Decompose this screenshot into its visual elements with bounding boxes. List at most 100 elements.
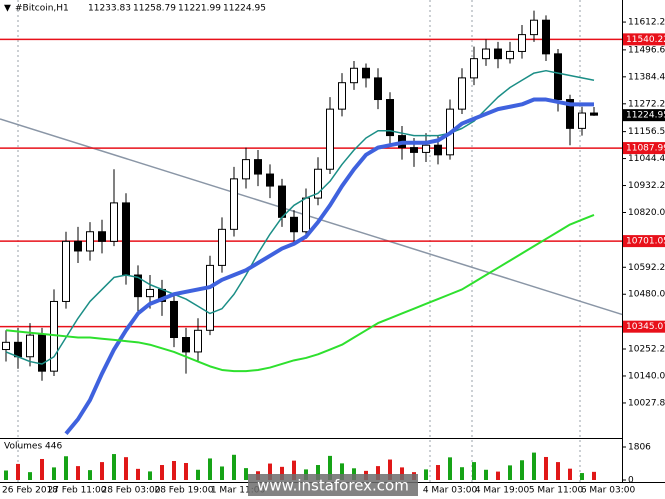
candle-body	[206, 264, 214, 331]
volume-bar	[220, 466, 224, 480]
x-tick-label: 28 Feb 19:00	[154, 486, 213, 496]
volume-bar	[388, 459, 392, 480]
volume-bar	[460, 467, 464, 480]
volume-bar	[532, 452, 536, 480]
candle-body	[518, 34, 526, 52]
candle-body	[170, 300, 178, 339]
y-tick-label: 11496.60	[628, 45, 665, 55]
candle-body	[278, 185, 286, 218]
volume-tick-label: 1806	[628, 443, 651, 453]
volume-bar	[76, 466, 80, 480]
x-tick-label: 26 Feb 2018	[2, 486, 58, 496]
x-tick-label: 27 Feb 11:00	[47, 486, 106, 496]
y-tick-label: 10820.00	[628, 208, 665, 218]
candle-body	[590, 112, 598, 116]
candle-body	[74, 240, 82, 252]
moving-average	[64, 97, 594, 435]
candle-body	[470, 58, 478, 79]
x-tick-label: 4 Mar 03:00	[423, 486, 478, 496]
candle-body	[266, 173, 274, 187]
candle-body	[350, 67, 358, 84]
candle-body	[110, 202, 118, 242]
candle-body	[2, 341, 10, 351]
volume-bar	[16, 463, 20, 480]
volume-bar	[268, 463, 272, 480]
candle-body	[434, 144, 442, 156]
watermark: www.instaforex.com	[257, 477, 409, 495]
x-tick-label: 1 Mar 11:00	[211, 486, 266, 496]
volume-bar	[496, 471, 500, 480]
x-tick-label: 4 Mar 19:00	[475, 486, 530, 496]
candle-body	[314, 168, 322, 199]
ohlc-high: 11258.79	[133, 4, 176, 14]
moving-average	[5, 69, 595, 365]
volume-bar	[184, 463, 188, 480]
candle-body	[458, 77, 466, 110]
volume-bar	[172, 460, 176, 480]
volume-bar	[424, 469, 428, 480]
candle-body	[254, 159, 262, 175]
trend-line	[0, 118, 623, 316]
volume-bar	[316, 465, 320, 480]
candle-body	[194, 329, 202, 353]
volume-bar	[136, 468, 140, 480]
volume-bar	[436, 465, 440, 480]
volume-title: Volumes 446	[4, 442, 62, 452]
candle-body	[62, 240, 70, 302]
volume-bar	[376, 466, 380, 480]
x-tick-label: 28 Feb 03:00	[101, 486, 160, 496]
volume-bar	[592, 471, 596, 480]
candle-body	[38, 334, 46, 372]
volume-bar	[580, 473, 584, 480]
candle-body	[134, 274, 142, 298]
x-tick-label: 5 Mar 11:00	[529, 486, 584, 496]
candle-body	[122, 202, 130, 276]
y-tick-label: 11384.40	[628, 72, 665, 82]
volume-bar	[472, 462, 476, 480]
candle-body	[362, 67, 370, 79]
candle-body	[290, 216, 298, 233]
volume-bar	[280, 466, 284, 480]
volume-bar	[484, 469, 488, 480]
candle-body	[146, 288, 154, 298]
y-tick-label: 11612.20	[628, 18, 665, 28]
volume-bar	[64, 456, 68, 480]
candle-body	[98, 231, 106, 242]
volume-bar	[400, 467, 404, 480]
watermark-box	[248, 474, 418, 496]
candle-body	[482, 48, 490, 60]
volume-bar	[520, 460, 524, 480]
y-tick-label: 11044.40	[628, 154, 665, 164]
candle-body	[26, 334, 34, 358]
level-label-box	[623, 235, 665, 248]
level-label: 10345.07	[626, 322, 665, 332]
candle-body	[566, 99, 574, 129]
candle-body	[374, 77, 382, 101]
volume-bar	[4, 470, 8, 480]
ohlc-low: 11221.99	[178, 4, 221, 14]
candle-body	[86, 231, 94, 252]
collapse-icon[interactable]: ▼	[4, 4, 11, 14]
volume-bar	[556, 462, 560, 480]
ohlc-open: 11233.83	[88, 4, 131, 14]
candle-body	[494, 48, 502, 60]
y-tick-label: 10932.20	[628, 181, 665, 191]
volume-bar	[340, 463, 344, 480]
volume-bar	[148, 471, 152, 480]
volume-bar	[448, 457, 452, 480]
candle-body	[542, 19, 550, 55]
y-tick-label: 11272.20	[628, 99, 665, 109]
volume-bar	[328, 455, 332, 480]
volume-bar	[208, 458, 212, 480]
volume-bar	[160, 465, 164, 480]
level-label: 11540.22	[626, 35, 665, 45]
candle-body	[302, 197, 310, 233]
volume-tick-label: 0	[628, 476, 634, 486]
candle-body	[410, 147, 418, 153]
candle-body	[338, 82, 346, 110]
volume-bar	[40, 458, 44, 480]
candle-body	[182, 337, 190, 353]
level-label-box	[623, 320, 665, 333]
y-tick-label: 10592.20	[628, 263, 665, 273]
